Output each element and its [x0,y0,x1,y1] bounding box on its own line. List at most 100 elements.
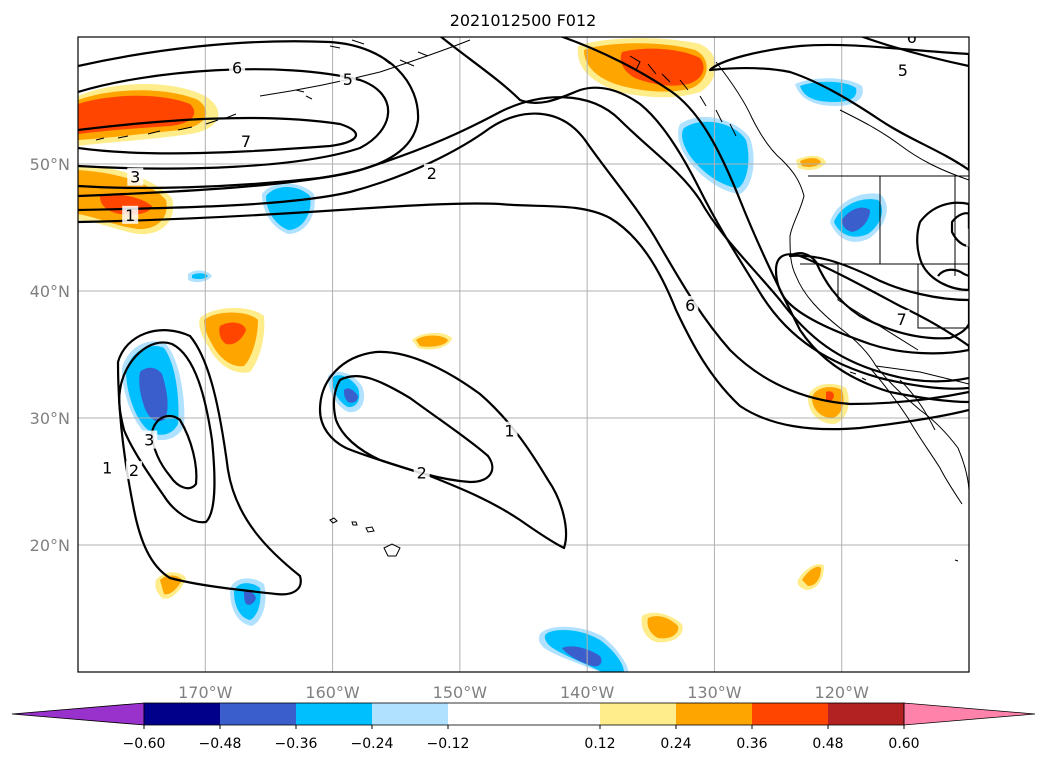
x-tick-label: 120°W [815,683,870,702]
shading-patch-positive [416,335,448,347]
y-tick-label: 20°N [30,536,70,555]
shading-patch-positive [812,387,844,418]
contour-label-bg [126,461,143,480]
contour-line [116,329,302,596]
contour-label-bg [238,132,255,151]
y-axis: 20°N 30°N 40°N 50°N [30,155,70,555]
contour-line [439,37,969,390]
contour-line [708,43,969,172]
x-tick-label: 130°W [687,683,742,702]
x-tick-label: 150°W [433,683,488,702]
shading-layer [78,38,887,672]
contour-line [950,212,969,248]
x-tick-label: 140°W [560,683,615,702]
colorbar-tick-label: −0.48 [199,736,242,752]
aleutian-islands [95,113,237,141]
colorbar-segment [144,703,220,725]
alaska-panhandle-islands [629,55,737,137]
colorbar-segment [372,703,448,725]
contour-label-bg [903,37,920,46]
shading-patch-positive [219,322,246,345]
contour-line [318,350,568,550]
contour-line [788,252,969,340]
shading-patch-positive [826,391,834,403]
colorbar-tick-label: 0.48 [812,736,843,752]
colorbar-tick-label: −0.24 [351,736,394,752]
colorbar-extend-max [903,702,1036,726]
colorbar-segment [752,703,828,725]
coastline-alaska [259,39,471,97]
revillagigedo-islands [954,559,959,562]
contour-line [78,112,969,406]
contour-label-bg [229,58,246,77]
map-frame [77,36,970,673]
contour-line [78,68,390,170]
contour-label-bg [413,463,430,482]
shading-patch-negative [266,187,311,230]
contour-label: 2 [417,464,427,483]
colorbar-segment [220,703,296,725]
border-state [837,264,919,351]
graticule [78,37,969,672]
x-axis: 170°W 160°W 150°W 140°W 130°W 120°W [178,683,869,702]
contour-label-bg [127,167,144,186]
shading-patch-negative [344,388,358,403]
contour-label: 6 [232,58,242,77]
contour-line [859,37,969,68]
shading-patch-positive [800,158,821,167]
x-tick-label: 160°W [305,683,360,702]
colorbar-segment [828,703,904,725]
contour-label-bg [893,309,910,328]
shading-patch-negative [562,646,602,667]
contour-line [78,40,420,190]
shading-patch-negative [842,207,870,232]
contour-line [78,116,358,155]
contour-line [118,341,216,524]
colorbar-tick-label: 0.24 [660,736,691,752]
y-tick-label: 30°N [30,409,70,428]
chart-title: 2021012500 F012 [450,11,597,30]
contour-label-bg [423,163,440,182]
contour-lines [78,37,969,596]
contour-label: 1 [504,422,514,441]
colorbar-outline [143,702,905,726]
contour-label: 6 [685,296,695,315]
coastline-bc-inland [839,109,969,181]
contour-label-bg [966,228,969,247]
colorbar-tick-label: 0.36 [736,736,767,752]
contour-label: 6 [907,28,917,47]
contour-label: 3 [130,168,140,187]
colorbar-tick-label: −0.12 [427,736,470,752]
colorbar-segment [448,703,600,725]
contour-line [937,268,969,278]
contour-label-bg [682,295,699,314]
contour-label: 5 [898,61,908,80]
contour-label-bg [141,430,158,449]
colorbar-extend-min [11,702,145,726]
contour-line [774,253,969,355]
shading-patch-negative [244,591,256,605]
contour-line [916,201,969,292]
contour-label: 7 [241,132,251,151]
shading-patch-positive [647,616,679,639]
colorbar-tick-label: 0.60 [888,736,919,752]
map-background [78,37,969,672]
contour-label-bg [122,205,139,224]
colorbar: −0.60 −0.48 −0.36 −0.24 −0.12 0.12 0.24 0.36 0.4… [11,702,1036,752]
contour-label: 1 [102,459,112,478]
x-tick-label: 170°W [178,683,233,702]
contour-label-bg [894,61,911,80]
channel-islands [849,371,867,381]
contour-label-bg [339,69,356,88]
shading-patch-positive [620,48,704,86]
border-state [917,264,969,329]
contour-line [78,202,969,431]
contour-label: 2 [129,461,139,480]
contour-line [559,37,969,404]
colorbar-tick-label: −0.36 [275,736,318,752]
colorbar-segment [676,703,752,725]
shading-patch-negative [682,121,749,188]
shading-patch-negative [139,367,168,422]
y-tick-label: 40°N [30,282,70,301]
